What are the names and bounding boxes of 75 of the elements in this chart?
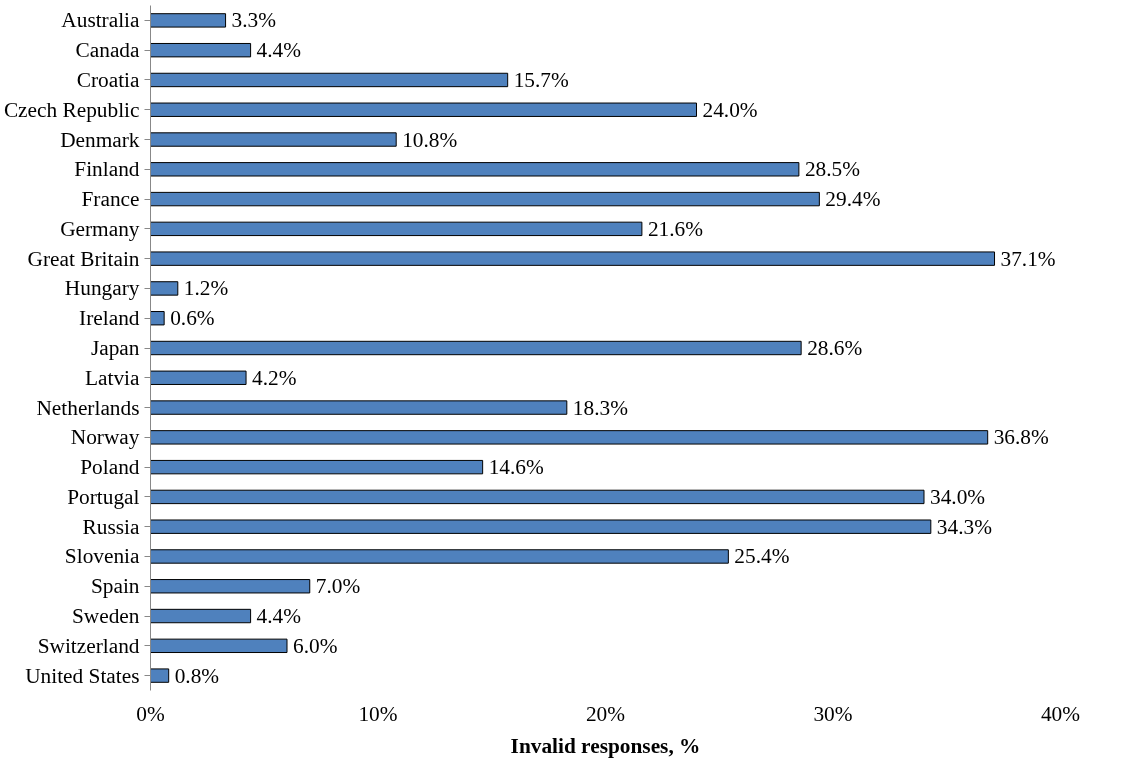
data-label: 28.5% xyxy=(804,157,861,182)
bar xyxy=(150,311,165,326)
bar xyxy=(150,340,802,356)
data-label: 4.4% xyxy=(256,604,302,629)
y-tick-label: Denmark xyxy=(60,127,140,152)
bar xyxy=(150,132,397,147)
y-tick-label: Norway xyxy=(70,425,140,450)
bar xyxy=(150,72,509,88)
data-label: 6.0% xyxy=(293,633,338,658)
bar xyxy=(150,638,288,654)
bar xyxy=(150,221,643,237)
y-tick-label: Ireland xyxy=(79,306,140,331)
bar xyxy=(150,579,311,594)
data-label: 25.4% xyxy=(734,544,790,569)
bar xyxy=(150,430,989,445)
data-label: 4.2% xyxy=(252,365,297,390)
x-tick-label: 10% xyxy=(358,701,398,726)
y-tick-label: Germany xyxy=(60,216,140,241)
bar xyxy=(150,370,247,385)
data-label: 4.4% xyxy=(256,38,302,63)
y-tick-label: Switzerland xyxy=(37,633,140,658)
data-label: 0.6% xyxy=(170,306,215,331)
y-tick-label: Latvia xyxy=(85,365,141,390)
bar xyxy=(150,489,925,505)
bar xyxy=(150,400,568,415)
y-tick-label: Hungary xyxy=(64,276,140,301)
bar xyxy=(150,42,252,58)
bar xyxy=(150,162,800,177)
bar xyxy=(150,281,179,296)
bar xyxy=(150,191,820,207)
data-label: 10.8% xyxy=(402,127,458,152)
data-label: 24.0% xyxy=(702,97,758,122)
data-label: 3.3% xyxy=(231,8,277,33)
y-tick-label: Russia xyxy=(82,514,141,539)
y-tick-label: Spain xyxy=(90,574,140,599)
y-tick-label: Sweden xyxy=(71,604,140,629)
bar xyxy=(150,519,932,534)
y-tick-label: Australia xyxy=(61,8,141,33)
data-label: 21.6% xyxy=(647,216,704,241)
data-label: 34.0% xyxy=(930,484,986,509)
data-label: 14.6% xyxy=(488,455,544,480)
y-tick-label: Czech Republic xyxy=(3,97,140,122)
y-tick-label: Canada xyxy=(75,38,141,63)
bar xyxy=(150,549,729,564)
x-tick-label: 30% xyxy=(813,701,853,726)
y-tick-label: United States xyxy=(25,663,140,688)
data-label: 28.6% xyxy=(807,336,863,360)
x-tick-label: 20% xyxy=(585,701,626,726)
bar xyxy=(150,608,252,624)
data-label: 7.0% xyxy=(315,574,361,599)
x-tick-label: 40% xyxy=(1040,701,1081,726)
x-tick-label: 0% xyxy=(136,701,165,726)
bar xyxy=(150,459,484,475)
y-tick-label: Poland xyxy=(80,455,140,480)
y-tick-label: France xyxy=(81,187,140,212)
y-tick-label: Croatia xyxy=(76,67,141,92)
y-tick-label: Netherlands xyxy=(36,395,140,420)
y-tick-label: Slovenia xyxy=(64,544,141,569)
data-label: 36.8% xyxy=(993,425,1050,450)
data-label: 15.7% xyxy=(513,67,569,92)
bar xyxy=(150,13,227,28)
bar xyxy=(150,668,170,683)
bar xyxy=(150,102,697,117)
y-tick-label: Great Britain xyxy=(27,246,140,271)
data-label: 29.4% xyxy=(825,187,881,212)
data-label: 34.3% xyxy=(936,514,993,539)
y-tick-label: Portugal xyxy=(67,484,140,509)
data-label: 37.1% xyxy=(1000,246,1056,271)
data-label: 0.8% xyxy=(174,663,220,688)
data-label: 1.2% xyxy=(183,276,229,301)
y-tick-label: Japan xyxy=(90,336,140,360)
y-tick-label: Finland xyxy=(74,157,140,182)
data-label: 18.3% xyxy=(572,395,629,420)
bar xyxy=(150,251,996,266)
x-axis-title: Invalid responses, % xyxy=(510,733,701,758)
